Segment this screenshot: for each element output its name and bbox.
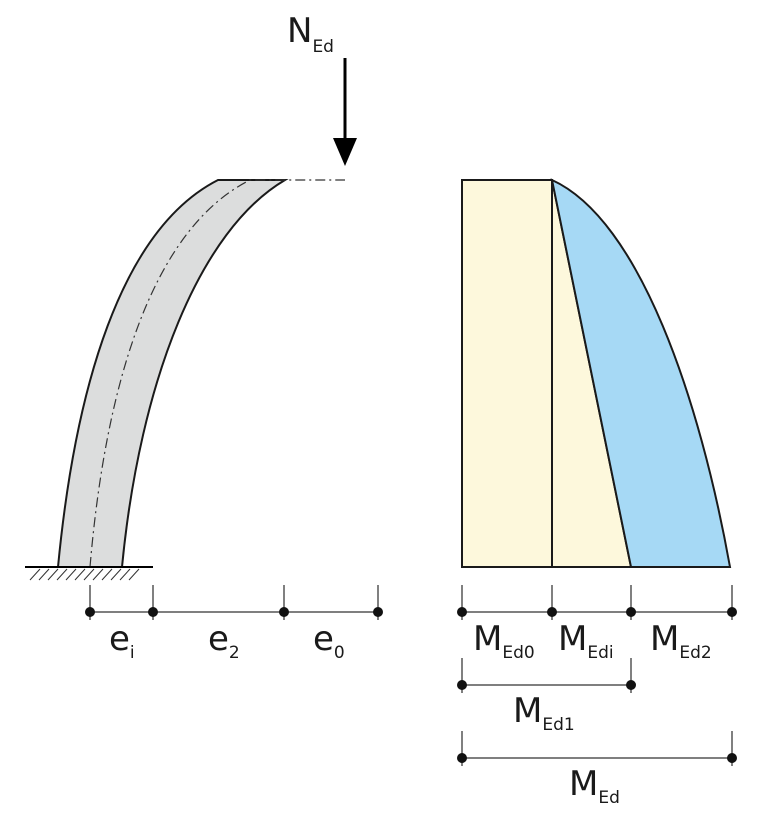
column-centerline bbox=[89, 179, 345, 568]
label-e-2: e2 bbox=[208, 619, 240, 663]
load-label: NEd bbox=[287, 11, 334, 57]
moment-med0-area bbox=[461, 179, 553, 568]
moment-dimension-dots bbox=[457, 607, 737, 763]
moment-med2-area bbox=[550, 178, 732, 568]
moment-dimension-lines bbox=[461, 585, 733, 766]
fixed-support bbox=[25, 566, 153, 581]
label-m-ed: MEd bbox=[569, 764, 620, 808]
label-m-ed1: MEd1 bbox=[513, 691, 575, 735]
eccentricity-dimension-line bbox=[89, 585, 379, 620]
label-e-i: ei bbox=[109, 619, 135, 663]
deformed-column bbox=[56, 179, 289, 568]
label-m-ed2: MEd2 bbox=[650, 619, 712, 663]
label-m-edi: MEdi bbox=[558, 619, 614, 663]
label-m-ed0: MEd0 bbox=[473, 619, 535, 663]
load-arrow bbox=[333, 58, 357, 166]
label-e-0: e0 bbox=[313, 619, 345, 663]
dimension-dots bbox=[85, 607, 383, 617]
